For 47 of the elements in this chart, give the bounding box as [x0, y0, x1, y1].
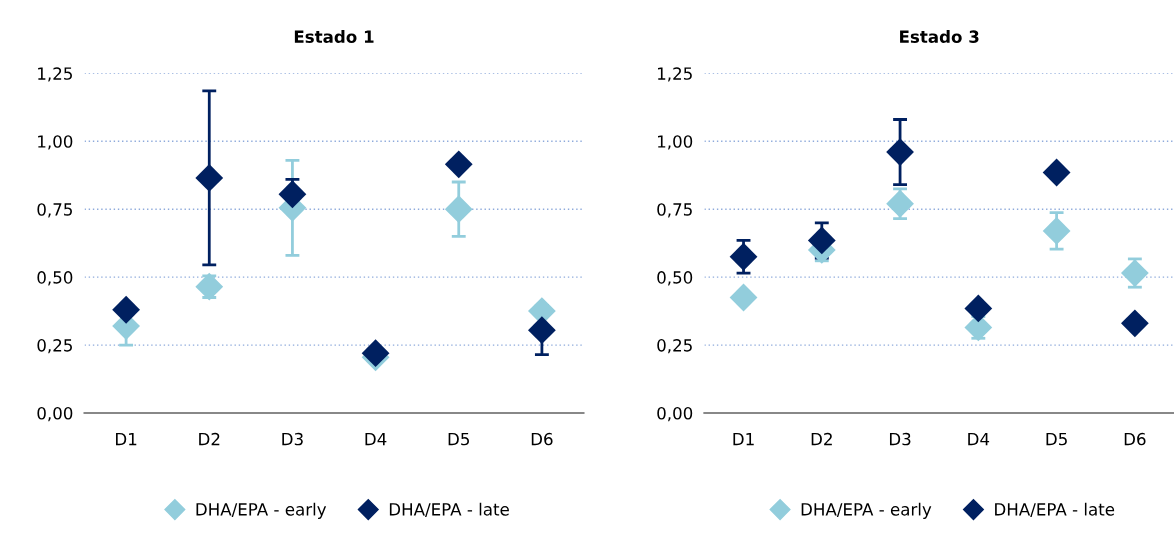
x-tick-label: D6	[531, 432, 553, 446]
point	[444, 150, 473, 179]
point	[729, 242, 758, 271]
x-tick-label: D6	[1124, 432, 1146, 446]
y-tick-label: 1,25	[38, 67, 72, 82]
point	[195, 272, 224, 301]
point	[195, 164, 224, 192]
y-tick-label: 1,00	[38, 135, 73, 150]
x-tick-label: D2	[811, 432, 832, 446]
point	[112, 295, 140, 324]
x-tick-label: D1	[733, 432, 754, 446]
x-tick-label: D1	[116, 432, 137, 446]
x-tick-label: D5	[1046, 432, 1067, 446]
point	[1120, 259, 1149, 287]
x-tick-label: D2	[199, 432, 220, 446]
point	[964, 294, 993, 323]
legend-label: DHA/EPA - early	[801, 502, 932, 519]
y-tick-label: 0,75	[657, 203, 692, 218]
chart-title: Estado 1	[294, 30, 374, 43]
y-tick-label: 0,00	[37, 406, 73, 422]
point	[729, 283, 758, 312]
y-tick-label: 0,25	[657, 339, 692, 354]
x-tick-label: D5	[448, 432, 469, 446]
legend-label: DHA/EPA - late	[389, 502, 509, 517]
point	[1120, 309, 1149, 338]
point	[444, 195, 473, 224]
point	[886, 189, 914, 218]
y-tick-label: 0,50	[657, 271, 693, 286]
x-tick-label: D3	[889, 432, 911, 446]
x-tick-label: D3	[282, 432, 303, 446]
chart-title: Estado 3	[900, 30, 979, 43]
legend-label: DHA/EPA - early	[196, 502, 327, 519]
point	[278, 180, 307, 209]
point	[1042, 217, 1071, 245]
point	[807, 226, 836, 255]
y-tick-label: 1,25	[658, 67, 692, 82]
point	[1042, 158, 1071, 187]
y-tick-label: 0,25	[37, 339, 72, 354]
y-tick-label: 0,75	[37, 203, 72, 218]
x-tick-label: D4	[968, 432, 990, 446]
point	[886, 138, 914, 166]
x-tick-label: D4	[365, 432, 387, 446]
point	[528, 316, 556, 345]
y-tick-label: 0,00	[657, 406, 693, 422]
legend-label: DHA/EPA - late	[995, 502, 1115, 517]
y-tick-label: 1,00	[658, 135, 693, 150]
y-tick-label: 0,50	[37, 271, 73, 286]
